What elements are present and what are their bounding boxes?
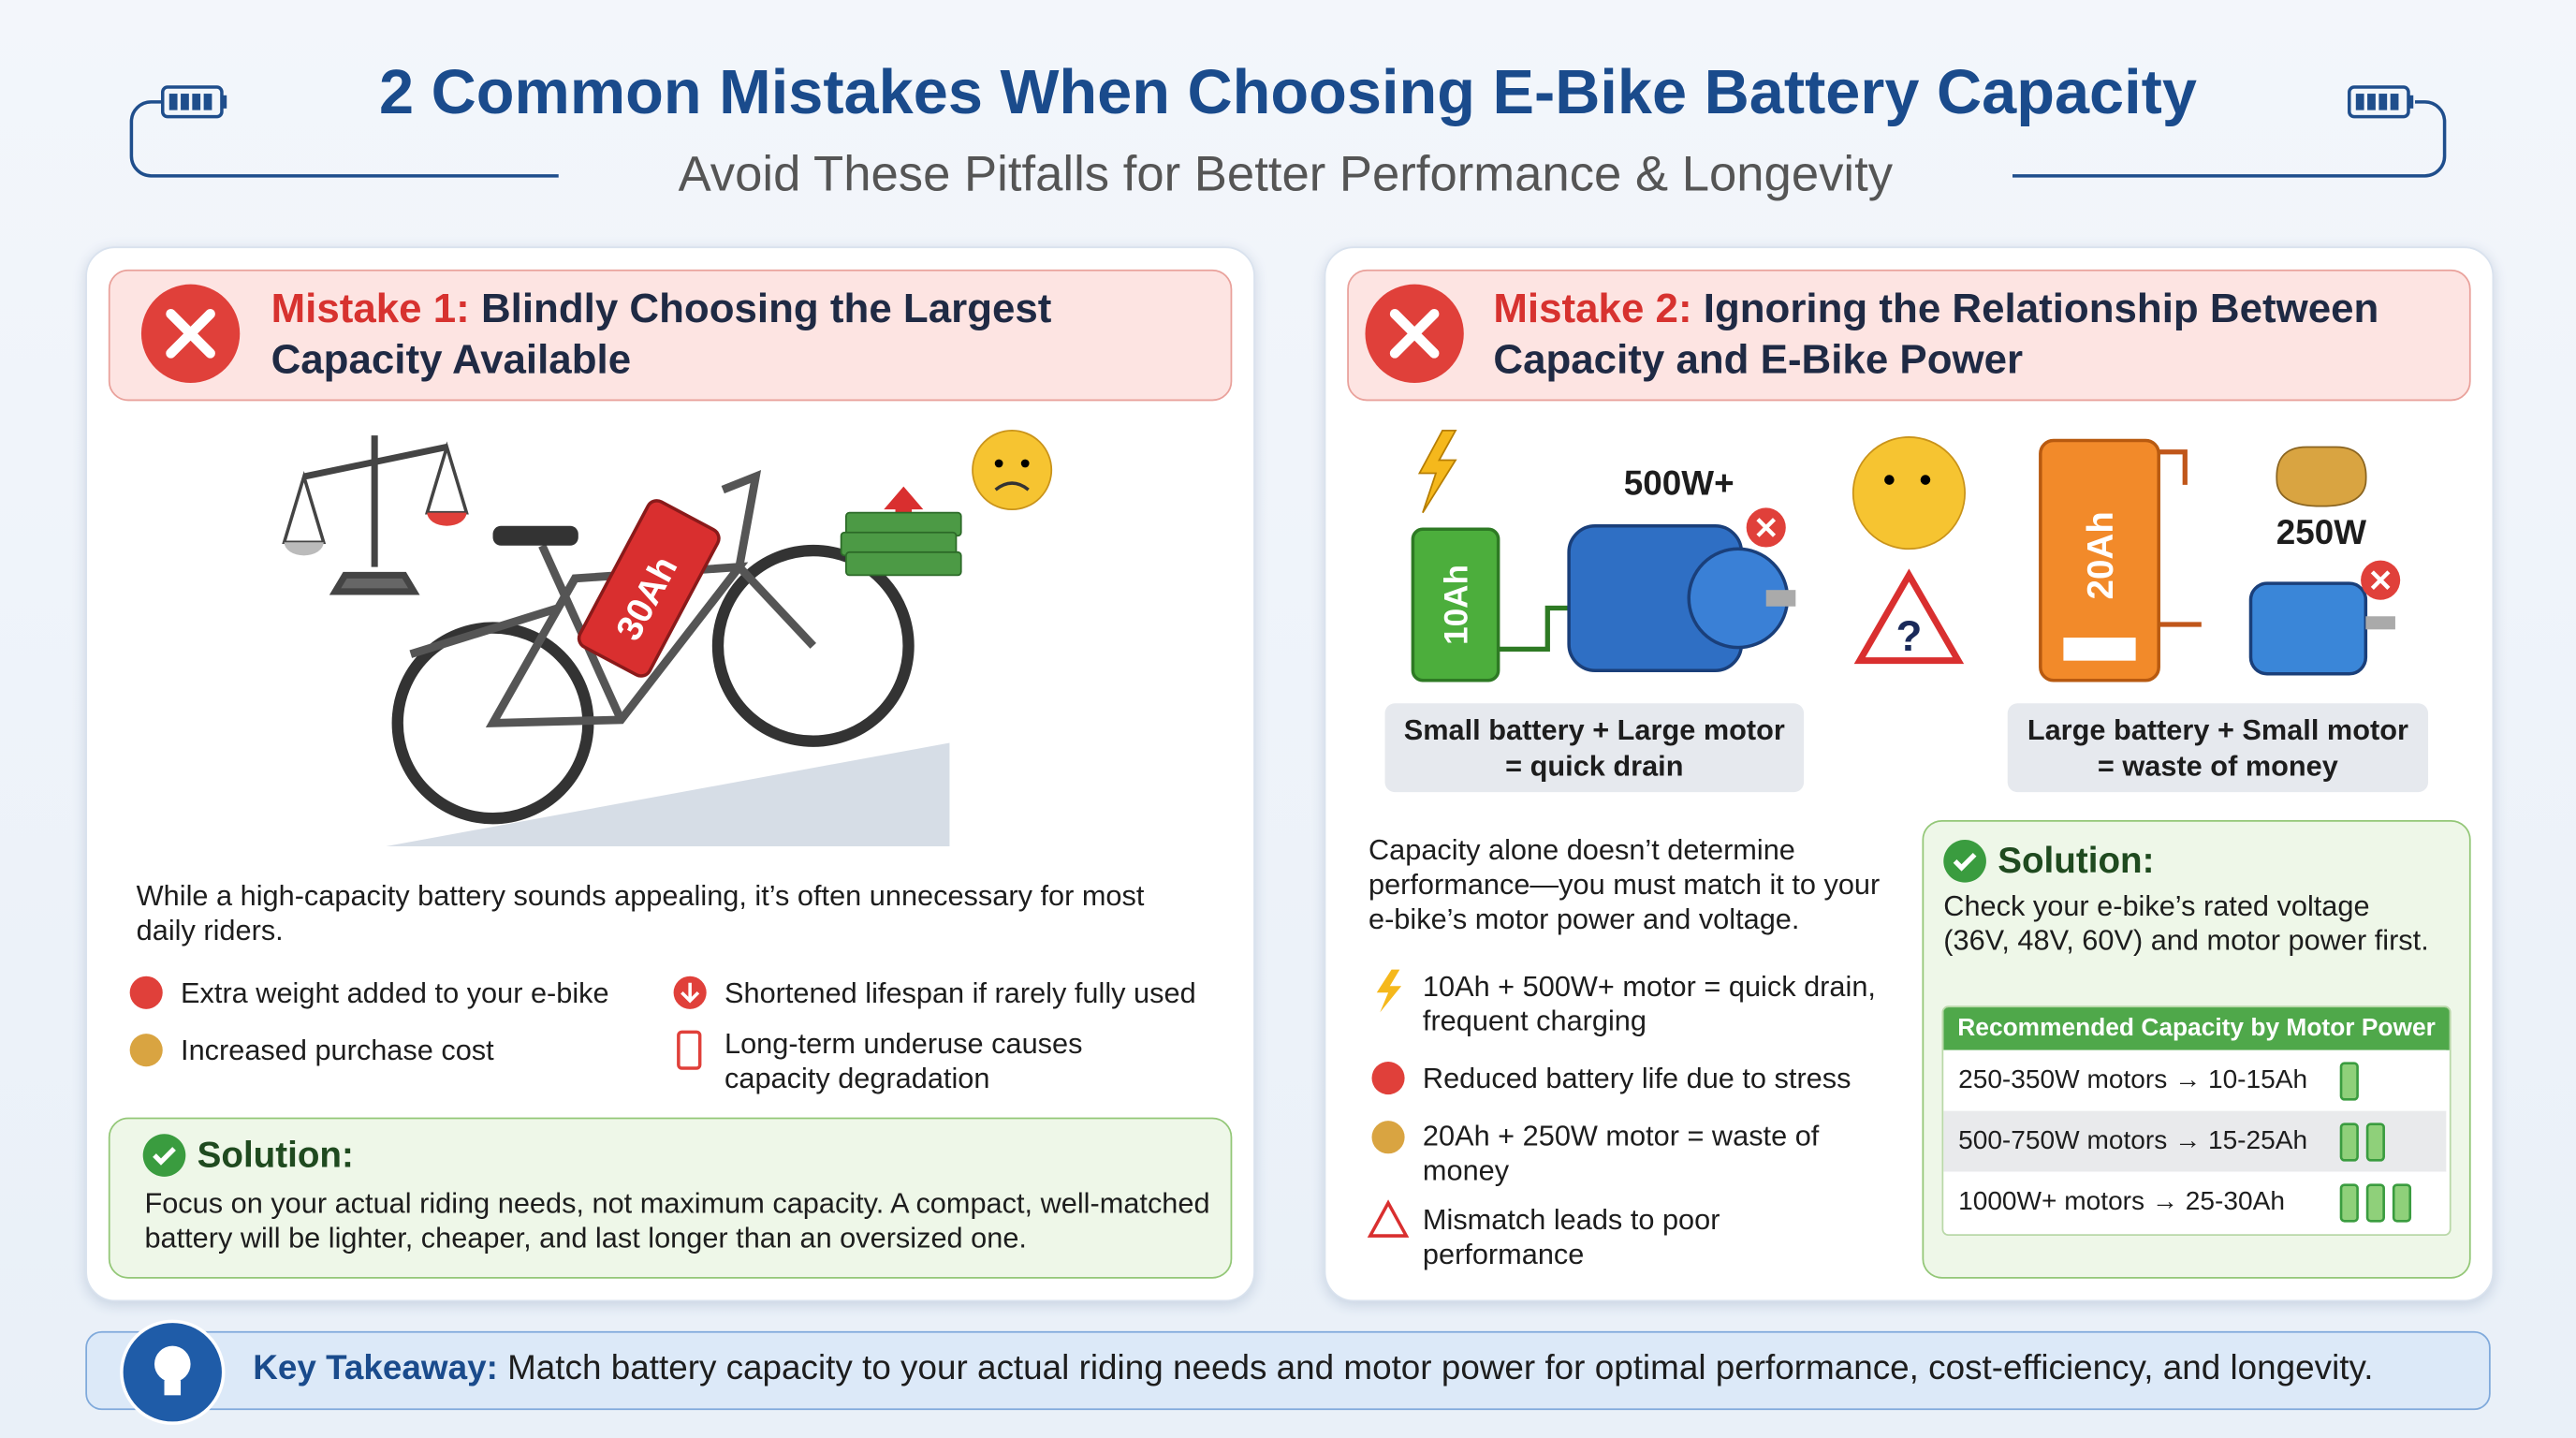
mistake-title: Mistake 1: Blindly Choosing the Largest … bbox=[271, 285, 1192, 387]
point-icons bbox=[1367, 969, 1410, 1238]
description: While a high-capacity battery sounds app… bbox=[136, 879, 1145, 947]
scenario-caption: Large battery + Small motor = waste of mo… bbox=[2007, 703, 2429, 793]
subtitle: Avoid These Pitfalls for Better Performa… bbox=[678, 147, 1894, 202]
point: 20Ah + 250W motor = waste of money bbox=[1422, 1119, 1820, 1187]
capacity-table: Recommended Capacity by Motor Power 250-… bbox=[1941, 1005, 2452, 1237]
caption-line: = waste of money bbox=[2097, 749, 2338, 783]
battery-icons bbox=[2339, 1062, 2412, 1223]
check-icon bbox=[1943, 840, 1986, 883]
bulb-icon bbox=[120, 1319, 226, 1425]
svg-text:?: ? bbox=[1895, 612, 1922, 660]
motor-label: 500W+ bbox=[1624, 463, 1734, 502]
point: Long-term underuse causes capacity degra… bbox=[724, 1027, 1083, 1095]
point: Mismatch leads to poor performance bbox=[1422, 1202, 1720, 1270]
x-icon bbox=[140, 284, 241, 384]
point-icons bbox=[129, 976, 163, 1067]
x-icon bbox=[1365, 284, 1464, 384]
point: Increased purchase cost bbox=[181, 1034, 494, 1067]
point: Shortened lifespan if rarely fully used bbox=[724, 976, 1196, 1009]
mistake-label: Mistake 2: bbox=[1493, 286, 1692, 332]
table-row: 500-750W motors → 15-25Ah bbox=[1943, 1110, 2447, 1172]
mistake-label: Mistake 1: bbox=[271, 286, 470, 332]
mistake-text: Ignoring the Relationship Between Capaci… bbox=[1493, 286, 2379, 384]
description: Capacity alone doesn’t determine perform… bbox=[1368, 832, 1881, 935]
point: Reduced battery life due to stress bbox=[1422, 1061, 1852, 1095]
check-icon bbox=[142, 1134, 186, 1177]
table-row: 1000W+ motors → 25-30Ah bbox=[1943, 1171, 2447, 1233]
point: 10Ah + 500W+ motor = quick drain, freque… bbox=[1422, 969, 1876, 1037]
mistake-title: Mistake 2: Ignoring the Relationship Bet… bbox=[1493, 285, 2446, 387]
caption-line: Large battery + Small motor bbox=[2027, 712, 2408, 746]
mistake-header bbox=[108, 269, 1233, 402]
header-frame bbox=[129, 85, 2447, 178]
takeaway-bar bbox=[85, 1330, 2491, 1411]
solution-heading: Solution: bbox=[197, 1134, 354, 1176]
takeaway-label: Key Takeaway: bbox=[253, 1349, 498, 1387]
caption-line: Small battery + Large motor bbox=[1403, 712, 1785, 746]
point: Extra weight added to your e-bike bbox=[181, 976, 609, 1009]
mistake-text: Blindly Choosing the Largest Capacity Av… bbox=[271, 286, 1052, 384]
battery-label: 20Ah bbox=[2081, 511, 2121, 599]
takeaway-text: Match battery capacity to your actual ri… bbox=[507, 1349, 2374, 1387]
bike-illustration: 30Ah bbox=[282, 430, 1053, 847]
motor-label: 250W bbox=[2276, 513, 2366, 551]
point-icons bbox=[673, 976, 707, 1070]
scenario-caption: Small battery + Large motor = quick drain bbox=[1384, 703, 1805, 793]
solution-heading: Solution: bbox=[1998, 840, 2155, 881]
battery-label: 10Ah bbox=[1438, 565, 1474, 645]
table-title: Recommended Capacity by Motor Power bbox=[1943, 1007, 2450, 1050]
solution-text: Focus on your actual riding needs, not m… bbox=[144, 1186, 1210, 1255]
mistake-header bbox=[1347, 269, 2471, 402]
solution-box bbox=[108, 1117, 1233, 1279]
title: 2 Common Mistakes When Choosing E-Bike B… bbox=[379, 59, 2197, 128]
caption-line: = quick drain bbox=[1505, 749, 1684, 783]
takeaway: Key Takeaway: Match battery capacity to … bbox=[253, 1349, 2470, 1388]
table-row: 250-350W motors → 10-15Ah bbox=[1943, 1049, 2447, 1111]
solution-text: Check your e-bike’s rated voltage (36V, … bbox=[1943, 888, 2429, 957]
power-illustration: 10Ah 500W+ ? 20Ah 250W bbox=[1411, 430, 2401, 682]
